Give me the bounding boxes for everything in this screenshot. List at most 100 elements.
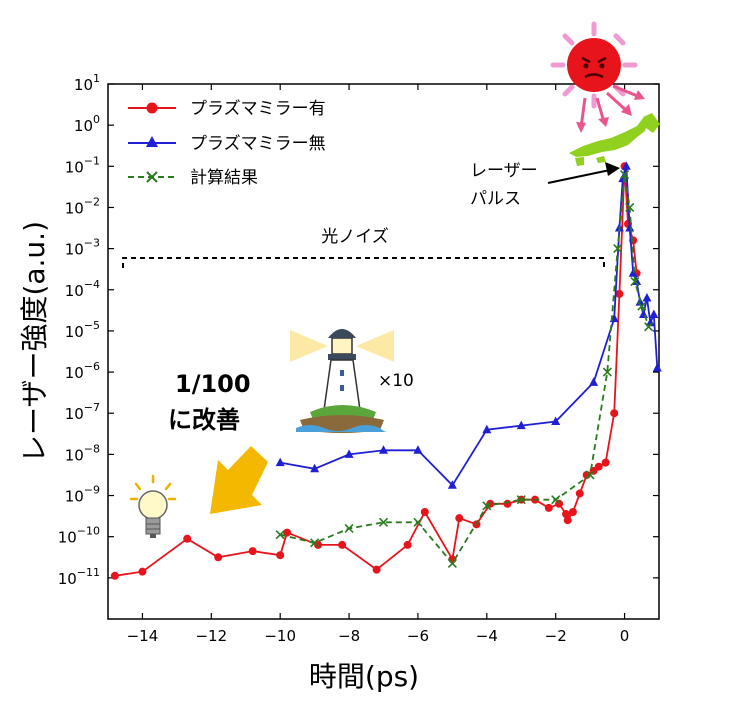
data-point	[138, 567, 147, 576]
y-tick-label: 10−7	[65, 401, 100, 423]
data-point	[594, 462, 603, 471]
sun-icon	[550, 21, 645, 133]
data-point	[645, 317, 655, 327]
data-point	[544, 503, 553, 512]
legend-entry-3: 計算結果	[128, 168, 258, 188]
data-point	[447, 480, 457, 489]
legend-label-2: プラズマミラー無	[190, 134, 326, 154]
y-tick-label: 10−11	[58, 566, 100, 588]
data-point	[379, 445, 388, 454]
data-point	[644, 322, 654, 332]
data-point	[619, 169, 630, 180]
y-tick-label: 10−3	[65, 237, 100, 259]
legend-marker-circle	[146, 102, 158, 114]
y-tick-label: 10−6	[65, 360, 100, 382]
data-point	[615, 289, 624, 298]
data-point	[568, 508, 577, 516]
data-point	[413, 445, 423, 454]
data-point	[482, 424, 492, 434]
x-axis-ticks: −14 −12 −10 −8 −6 −4 −2 0	[127, 84, 629, 645]
data-point	[403, 540, 412, 549]
legend-marker-x	[146, 171, 158, 183]
series-3	[275, 169, 654, 569]
data-point	[575, 489, 584, 498]
x-axis-title: 時間(ps)	[309, 660, 419, 693]
data-point	[378, 517, 389, 527]
data-point	[275, 457, 285, 467]
y-axis-title: レーザー強度(a.u.)	[18, 221, 51, 463]
y-tick-label: 10−9	[65, 484, 100, 506]
legend-marker-triangle	[146, 136, 158, 147]
data-point	[110, 571, 119, 580]
legend-label-3: 計算結果	[190, 168, 258, 188]
data-point	[625, 202, 635, 213]
data-point	[275, 530, 285, 540]
data-point	[516, 495, 526, 505]
y-tick-label: 10−8	[65, 442, 100, 464]
pulse-arrow	[547, 162, 620, 184]
data-point	[551, 416, 561, 425]
series-line	[280, 166, 659, 487]
data-point	[314, 540, 323, 549]
data-point	[455, 514, 464, 523]
series-2	[275, 161, 662, 489]
noise-bracket	[122, 257, 605, 268]
data-point	[413, 517, 423, 527]
y-tick-label: 100	[74, 113, 100, 135]
pulse-label-line2: パルス	[470, 189, 521, 209]
data-point	[589, 377, 599, 386]
japan-map-icon	[569, 113, 660, 166]
data-point	[283, 528, 292, 537]
data-point	[248, 547, 257, 556]
data-point	[310, 538, 320, 548]
data-point	[601, 458, 610, 467]
data-point	[276, 551, 285, 560]
data-point	[310, 463, 320, 473]
data-point	[420, 508, 429, 516]
data-point	[602, 367, 612, 377]
y-tick-label: 10−10	[58, 525, 100, 547]
data-point	[642, 293, 652, 302]
data-point	[610, 409, 619, 418]
data-point	[503, 499, 512, 508]
data-point	[630, 276, 640, 287]
data-point	[344, 523, 354, 534]
x-tick-label: −8	[338, 627, 360, 645]
data-point	[338, 540, 347, 549]
series-layer	[110, 161, 662, 580]
data-point	[214, 553, 223, 562]
x-tick-label: −10	[264, 627, 296, 645]
legend: プラズマミラー有 プラズマミラー無 計算結果	[128, 99, 326, 188]
x-tick-label: −6	[407, 627, 429, 645]
data-point	[562, 510, 571, 519]
orange-arrow-icon	[210, 446, 268, 514]
data-point	[344, 449, 354, 458]
plot-frame	[107, 83, 660, 620]
x-tick-label: −2	[545, 627, 567, 645]
improve-line1: 1/100	[175, 370, 251, 398]
data-point	[551, 495, 561, 505]
data-point	[482, 501, 492, 511]
x-tick-label: −4	[476, 627, 498, 645]
legend-entry-1: プラズマミラー有	[128, 99, 326, 119]
lighthouse-icon	[290, 329, 394, 433]
data-point	[628, 268, 638, 277]
legend-label-1: プラズマミラー有	[190, 99, 326, 119]
data-point	[621, 161, 631, 170]
pulse-label-line1: レーザー	[470, 161, 538, 181]
legend-entry-2: プラズマミラー無	[128, 134, 326, 154]
data-point	[637, 301, 647, 311]
data-point	[649, 309, 659, 318]
light-bulb-icon	[129, 474, 177, 538]
noise-label: 光ノイズ	[321, 227, 389, 247]
data-point	[613, 244, 623, 254]
x-tick-label: −14	[127, 627, 159, 645]
y-tick-label: 10−5	[65, 319, 100, 341]
data-point	[183, 534, 192, 543]
y-tick-label: 10−1	[65, 154, 100, 176]
data-point	[585, 470, 595, 480]
data-point	[372, 565, 381, 574]
y-tick-label: 10−2	[65, 195, 100, 217]
improve-line2: に改善	[168, 406, 240, 434]
